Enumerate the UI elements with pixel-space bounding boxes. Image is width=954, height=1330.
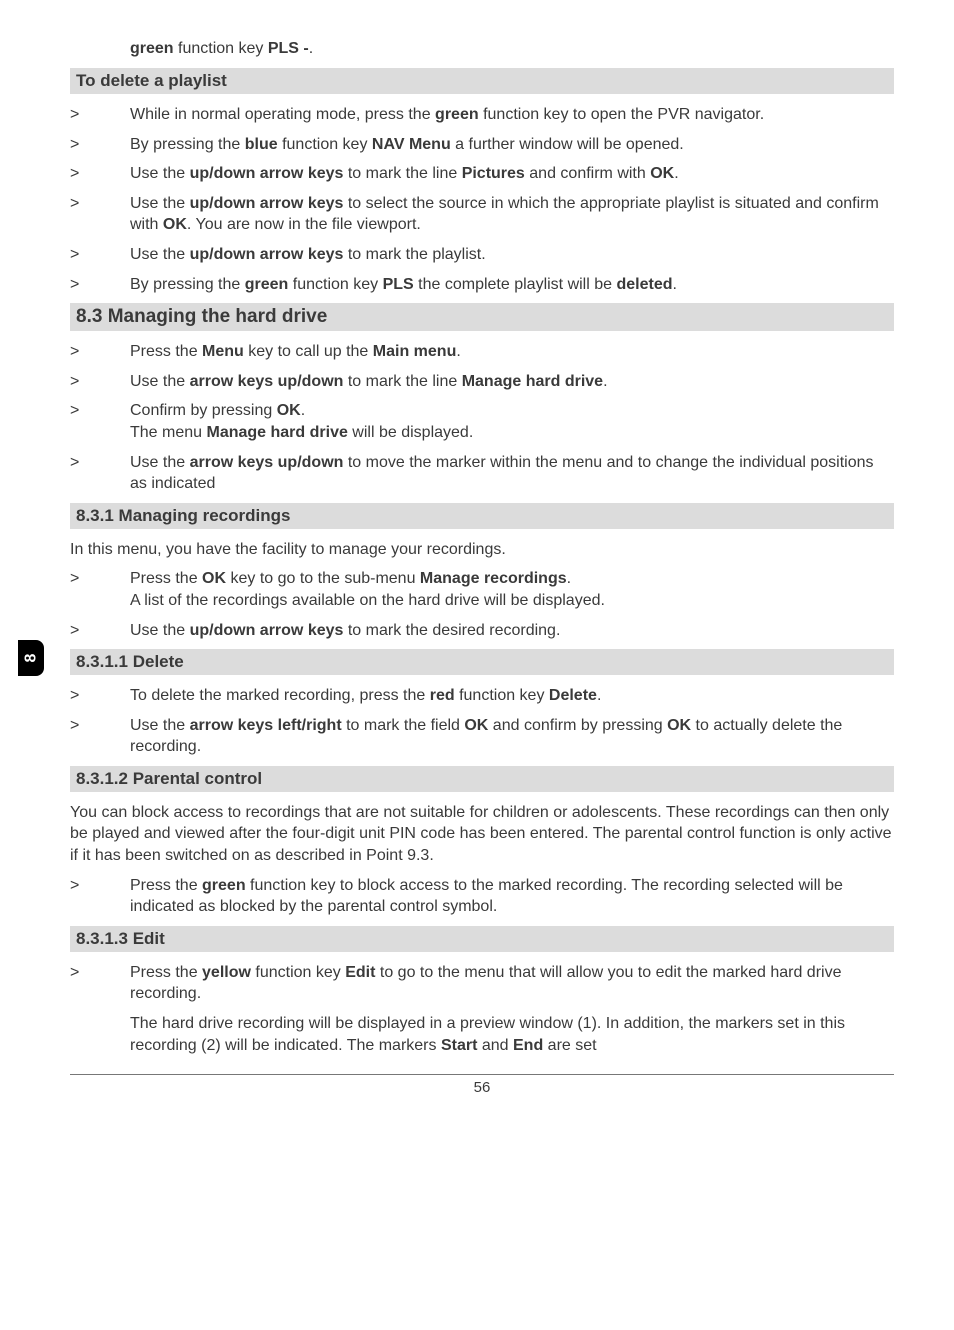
list-item: > By pressing the green function key PLS… xyxy=(70,274,894,296)
bullet-marker: > xyxy=(70,685,130,707)
bullet-marker: > xyxy=(70,400,130,443)
list-item-text: Use the arrow keys up/down to move the m… xyxy=(130,452,894,495)
list-item-text: Use the up/down arrow keys to mark the d… xyxy=(130,620,894,642)
list-item: > Press the green function key to block … xyxy=(70,875,894,918)
bullet-marker: > xyxy=(70,962,130,1005)
bullet-marker: > xyxy=(70,163,130,185)
list-item-text: While in normal operating mode, press th… xyxy=(130,104,894,126)
list-item-text: Use the up/down arrow keys to select the… xyxy=(130,193,894,236)
page-number: 56 xyxy=(474,1079,491,1096)
heading-83: 8.3 Managing the hard drive xyxy=(70,303,894,331)
list-item-text: To delete the marked recording, press th… xyxy=(130,685,894,707)
bullet-marker: > xyxy=(70,134,130,156)
list-item-text: Press the yellow function key Edit to go… xyxy=(130,962,894,1005)
heading-8313: 8.3.1.3 Edit xyxy=(70,926,894,952)
list-item-text: Use the up/down arrow keys to mark the l… xyxy=(130,163,894,185)
bullet-marker: > xyxy=(70,341,130,363)
list-item-text: Press the OK key to go to the sub-menu M… xyxy=(130,568,894,611)
page-footer: 56 xyxy=(70,1074,894,1096)
list-item: > Use the arrow keys up/down to mark the… xyxy=(70,371,894,393)
bullet-marker: > xyxy=(70,452,130,495)
list-item-text: Use the arrow keys up/down to mark the l… xyxy=(130,371,894,393)
list-item-text: Use the up/down arrow keys to mark the p… xyxy=(130,244,894,266)
list-item-text: By pressing the green function key PLS t… xyxy=(130,274,894,296)
list-item: > Press the OK key to go to the sub-menu… xyxy=(70,568,894,611)
bullet-marker: > xyxy=(70,193,130,236)
heading-831: 8.3.1 Managing recordings xyxy=(70,503,894,529)
list-item: > Use the up/down arrow keys to mark the… xyxy=(70,163,894,185)
heading-8312: 8.3.1.2 Parental control xyxy=(70,766,894,792)
chapter-tab: 8 xyxy=(18,640,44,676)
intro-line: green function key PLS -. xyxy=(130,40,894,58)
list-item-text: Press the green function key to block ac… xyxy=(130,875,894,918)
list-item: > Press the yellow function key Edit to … xyxy=(70,962,894,1005)
bullet-marker: > xyxy=(70,715,130,758)
list-item: > Use the up/down arrow keys to select t… xyxy=(70,193,894,236)
heading-8311: 8.3.1.1 Delete xyxy=(70,649,894,675)
bullet-marker: > xyxy=(70,568,130,611)
list-item: > Use the up/down arrow keys to mark the… xyxy=(70,620,894,642)
bullet-marker: > xyxy=(70,104,130,126)
bullet-marker: > xyxy=(70,371,130,393)
list-item-text: Press the Menu key to call up the Main m… xyxy=(130,341,894,363)
bullet-marker: > xyxy=(70,274,130,296)
paragraph: You can block access to recordings that … xyxy=(70,802,894,867)
bullet-marker: > xyxy=(70,875,130,918)
list-item-text: By pressing the blue function key NAV Me… xyxy=(130,134,894,156)
list-item: > Use the up/down arrow keys to mark the… xyxy=(70,244,894,266)
heading-to-delete-playlist: To delete a playlist xyxy=(70,68,894,94)
list-item: > Press the Menu key to call up the Main… xyxy=(70,341,894,363)
bullet-marker: > xyxy=(70,244,130,266)
list-item: > By pressing the blue function key NAV … xyxy=(70,134,894,156)
list-item: > While in normal operating mode, press … xyxy=(70,104,894,126)
list-item: > To delete the marked recording, press … xyxy=(70,685,894,707)
list-item: > Use the arrow keys left/right to mark … xyxy=(70,715,894,758)
chapter-tab-label: 8 xyxy=(22,654,40,663)
bullet-marker: > xyxy=(70,620,130,642)
list-item: > Use the arrow keys up/down to move the… xyxy=(70,452,894,495)
paragraph: In this menu, you have the facility to m… xyxy=(70,539,894,561)
paragraph: The hard drive recording will be display… xyxy=(130,1013,894,1056)
list-item-text: Use the arrow keys left/right to mark th… xyxy=(130,715,894,758)
list-item: > Confirm by pressing OK.The menu Manage… xyxy=(70,400,894,443)
list-item-text: Confirm by pressing OK.The menu Manage h… xyxy=(130,400,894,443)
